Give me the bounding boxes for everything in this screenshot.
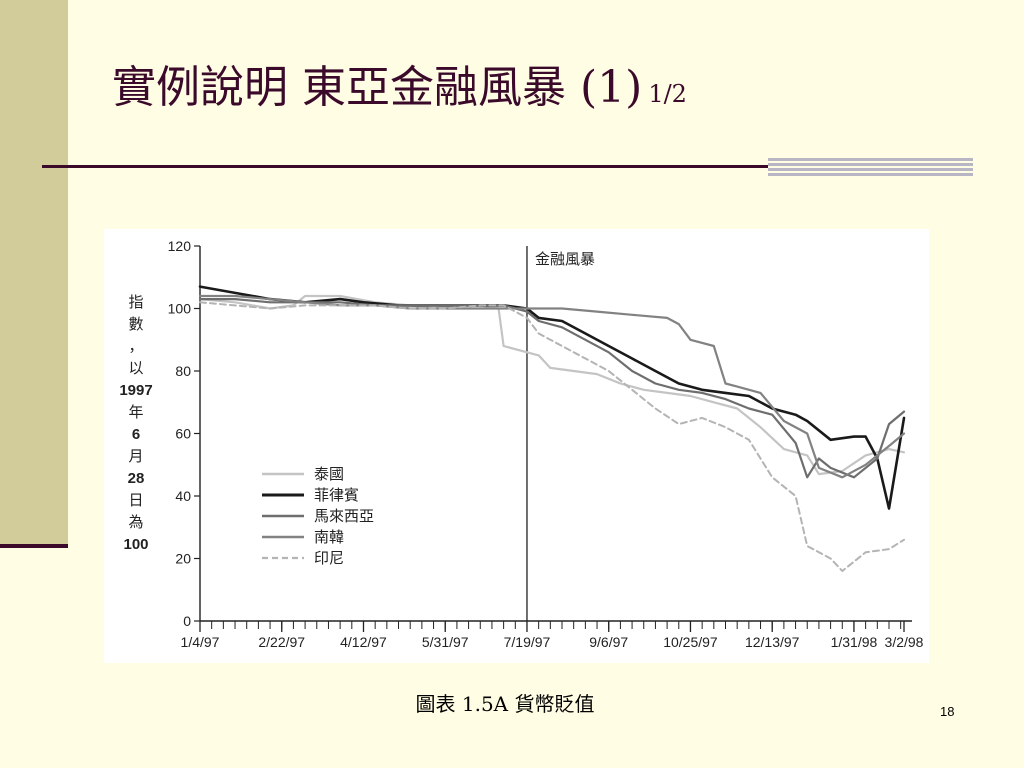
- y-axis-title-part: 指: [128, 294, 143, 311]
- chart-container: 0 20 40 60 80 100 120 1/4/97 2/22/97 4/12/97 5/31/…: [104, 229, 929, 663]
- title-rule-stripes: [768, 158, 973, 176]
- x-tick-label: 5/31/97: [422, 634, 469, 650]
- y-axis-title-part: ，: [128, 338, 143, 355]
- y-axis-title-part: 日: [128, 492, 143, 509]
- x-tick-label: 3/2/98: [885, 634, 924, 650]
- y-tick-label: 120: [168, 238, 192, 254]
- y-axis-title-part: 1997: [119, 382, 152, 399]
- series-line: [198, 285, 906, 510]
- y-tick-label: 100: [168, 301, 192, 317]
- slide-title: 實例說明 東亞金融風暴 (1) 1/2: [112, 66, 687, 110]
- legend-label: 泰國: [314, 466, 344, 483]
- crisis-annotation: 金融風暴: [535, 251, 595, 268]
- legend-label: 菲律賓: [314, 486, 359, 504]
- x-tick-label: 1/31/98: [831, 634, 878, 650]
- legend-label: 馬來西亞: [314, 508, 374, 525]
- legend-label: 南韓: [314, 529, 344, 546]
- y-axis-title-part: 月: [128, 448, 143, 465]
- left-accent-underline: [0, 544, 68, 548]
- y-tick-label: 20: [175, 551, 191, 567]
- x-tick-label: 4/12/97: [340, 634, 387, 650]
- x-tick-label: 7/19/97: [504, 634, 551, 650]
- y-axis-title-part: 年: [128, 404, 143, 421]
- series-line: [199, 301, 905, 572]
- currency-depreciation-chart: 0 20 40 60 80 100 120 1/4/97 2/22/97 4/12/97 5/31/…: [119, 238, 924, 650]
- series-line: [198, 294, 906, 476]
- series-line: [198, 294, 906, 479]
- slide-title-text: 實例說明 東亞金融風暴 (1): [112, 62, 643, 113]
- y-tick-label: 0: [183, 613, 191, 629]
- figure-caption: 圖表 1.5A 貨幣貶值: [415, 692, 595, 716]
- y-axis-title-part: 以: [128, 360, 143, 377]
- y-axis-title-part: 28: [128, 470, 145, 487]
- y-axis-title-part: 數: [128, 316, 143, 333]
- x-tick-label: 10/25/97: [663, 634, 718, 650]
- y-axis-title-part: 100: [123, 536, 148, 553]
- title-rule: [42, 165, 782, 168]
- slide-title-page: 1/2: [648, 80, 687, 108]
- y-axis-title-part: 為: [128, 514, 143, 531]
- y-tick-label: 80: [175, 363, 191, 379]
- x-tick-label: 12/13/97: [745, 634, 800, 650]
- y-axis-title-part: 6: [132, 426, 140, 443]
- y-tick-label: 40: [175, 488, 191, 504]
- left-accent-bar: [0, 0, 68, 548]
- x-tick-label: 1/4/97: [181, 634, 220, 650]
- series-line: [198, 297, 906, 479]
- y-tick-label: 60: [175, 426, 191, 442]
- legend-label: 印尼: [314, 550, 344, 567]
- x-tick-label: 9/6/97: [589, 634, 628, 650]
- x-tick-label: 2/22/97: [258, 634, 305, 650]
- page-number: 18: [940, 704, 955, 719]
